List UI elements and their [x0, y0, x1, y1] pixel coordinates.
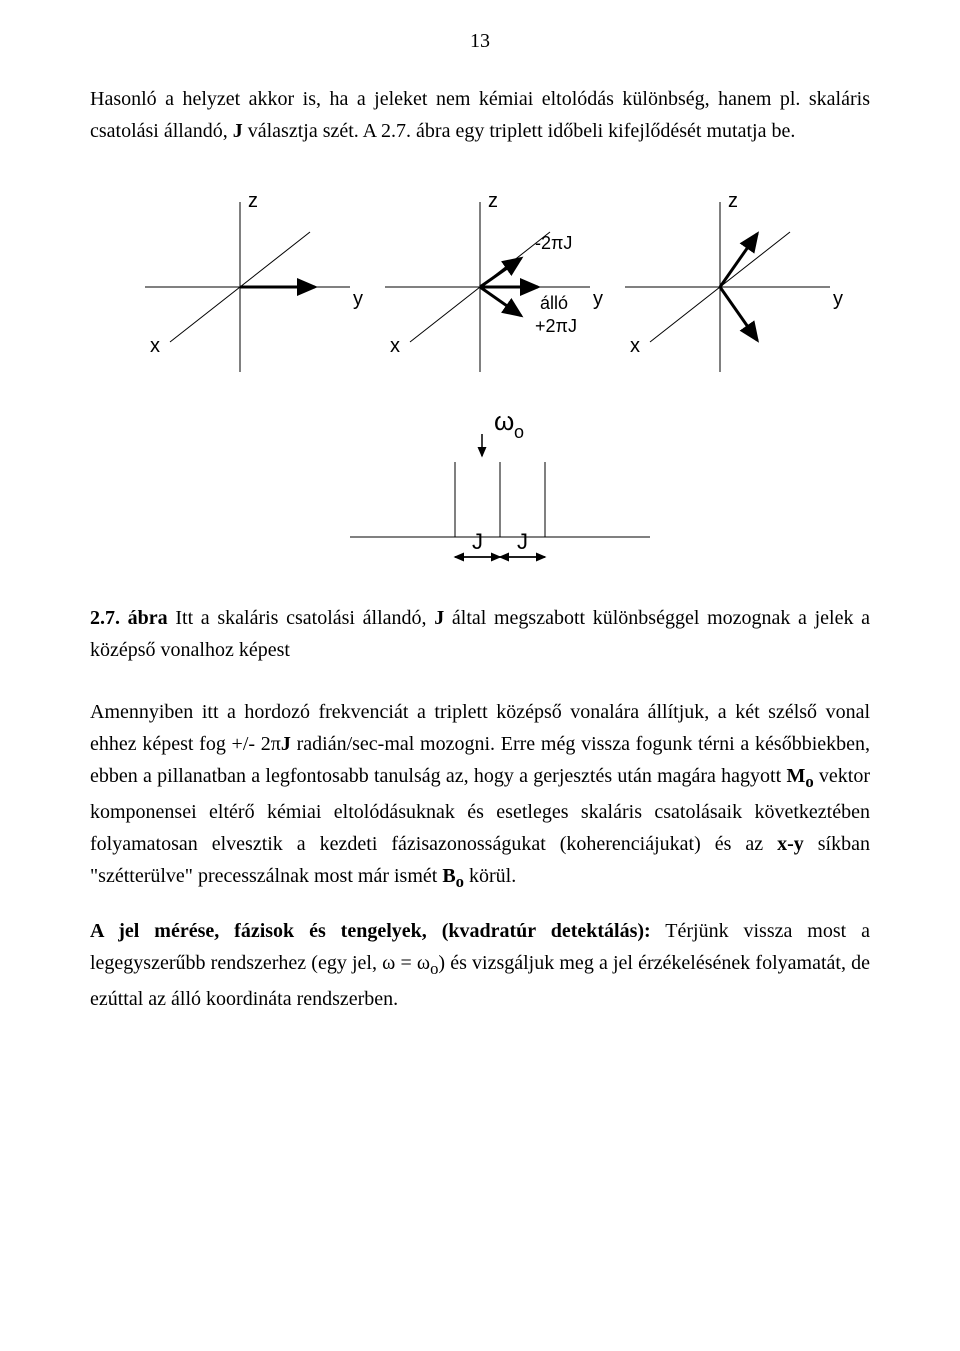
svg-text:y: y: [353, 288, 363, 310]
svg-text:o: o: [514, 422, 524, 442]
svg-text:z: z: [728, 190, 738, 212]
paragraph-1: Hasonló a helyzet akkor is, ha a jeleket…: [90, 83, 870, 147]
svg-text:z: z: [248, 190, 258, 212]
page: 13 Hasonló a helyzet akkor is, ha a jele…: [0, 0, 960, 1095]
svg-text:x: x: [390, 335, 400, 357]
svg-text:J: J: [472, 529, 483, 554]
svg-text:+2πJ: +2πJ: [535, 316, 577, 336]
page-number: 13: [90, 30, 870, 53]
svg-text:x: x: [630, 335, 640, 357]
svg-text:J: J: [517, 529, 528, 554]
figure-svg: z y x z y x -2πJ álló +2πJ z y x ωo J J: [90, 177, 870, 577]
svg-text:y: y: [833, 288, 843, 310]
paragraph-2: Amennyiben itt a hordozó frekvenciát a t…: [90, 696, 870, 895]
svg-text:x: x: [150, 335, 160, 357]
svg-text:z: z: [488, 190, 498, 212]
figure-2-7: z y x z y x -2πJ álló +2πJ z y x ωo J J: [90, 177, 870, 582]
svg-text:álló: álló: [540, 293, 568, 313]
paragraph-3: A jel mérése, fázisok és tengelyek, (kva…: [90, 915, 870, 1015]
svg-text:-2πJ: -2πJ: [535, 233, 572, 253]
figure-caption: 2.7. ábra Itt a skaláris csatolási állan…: [90, 602, 870, 666]
svg-text:y: y: [593, 288, 603, 310]
svg-text:ω: ω: [494, 406, 514, 436]
